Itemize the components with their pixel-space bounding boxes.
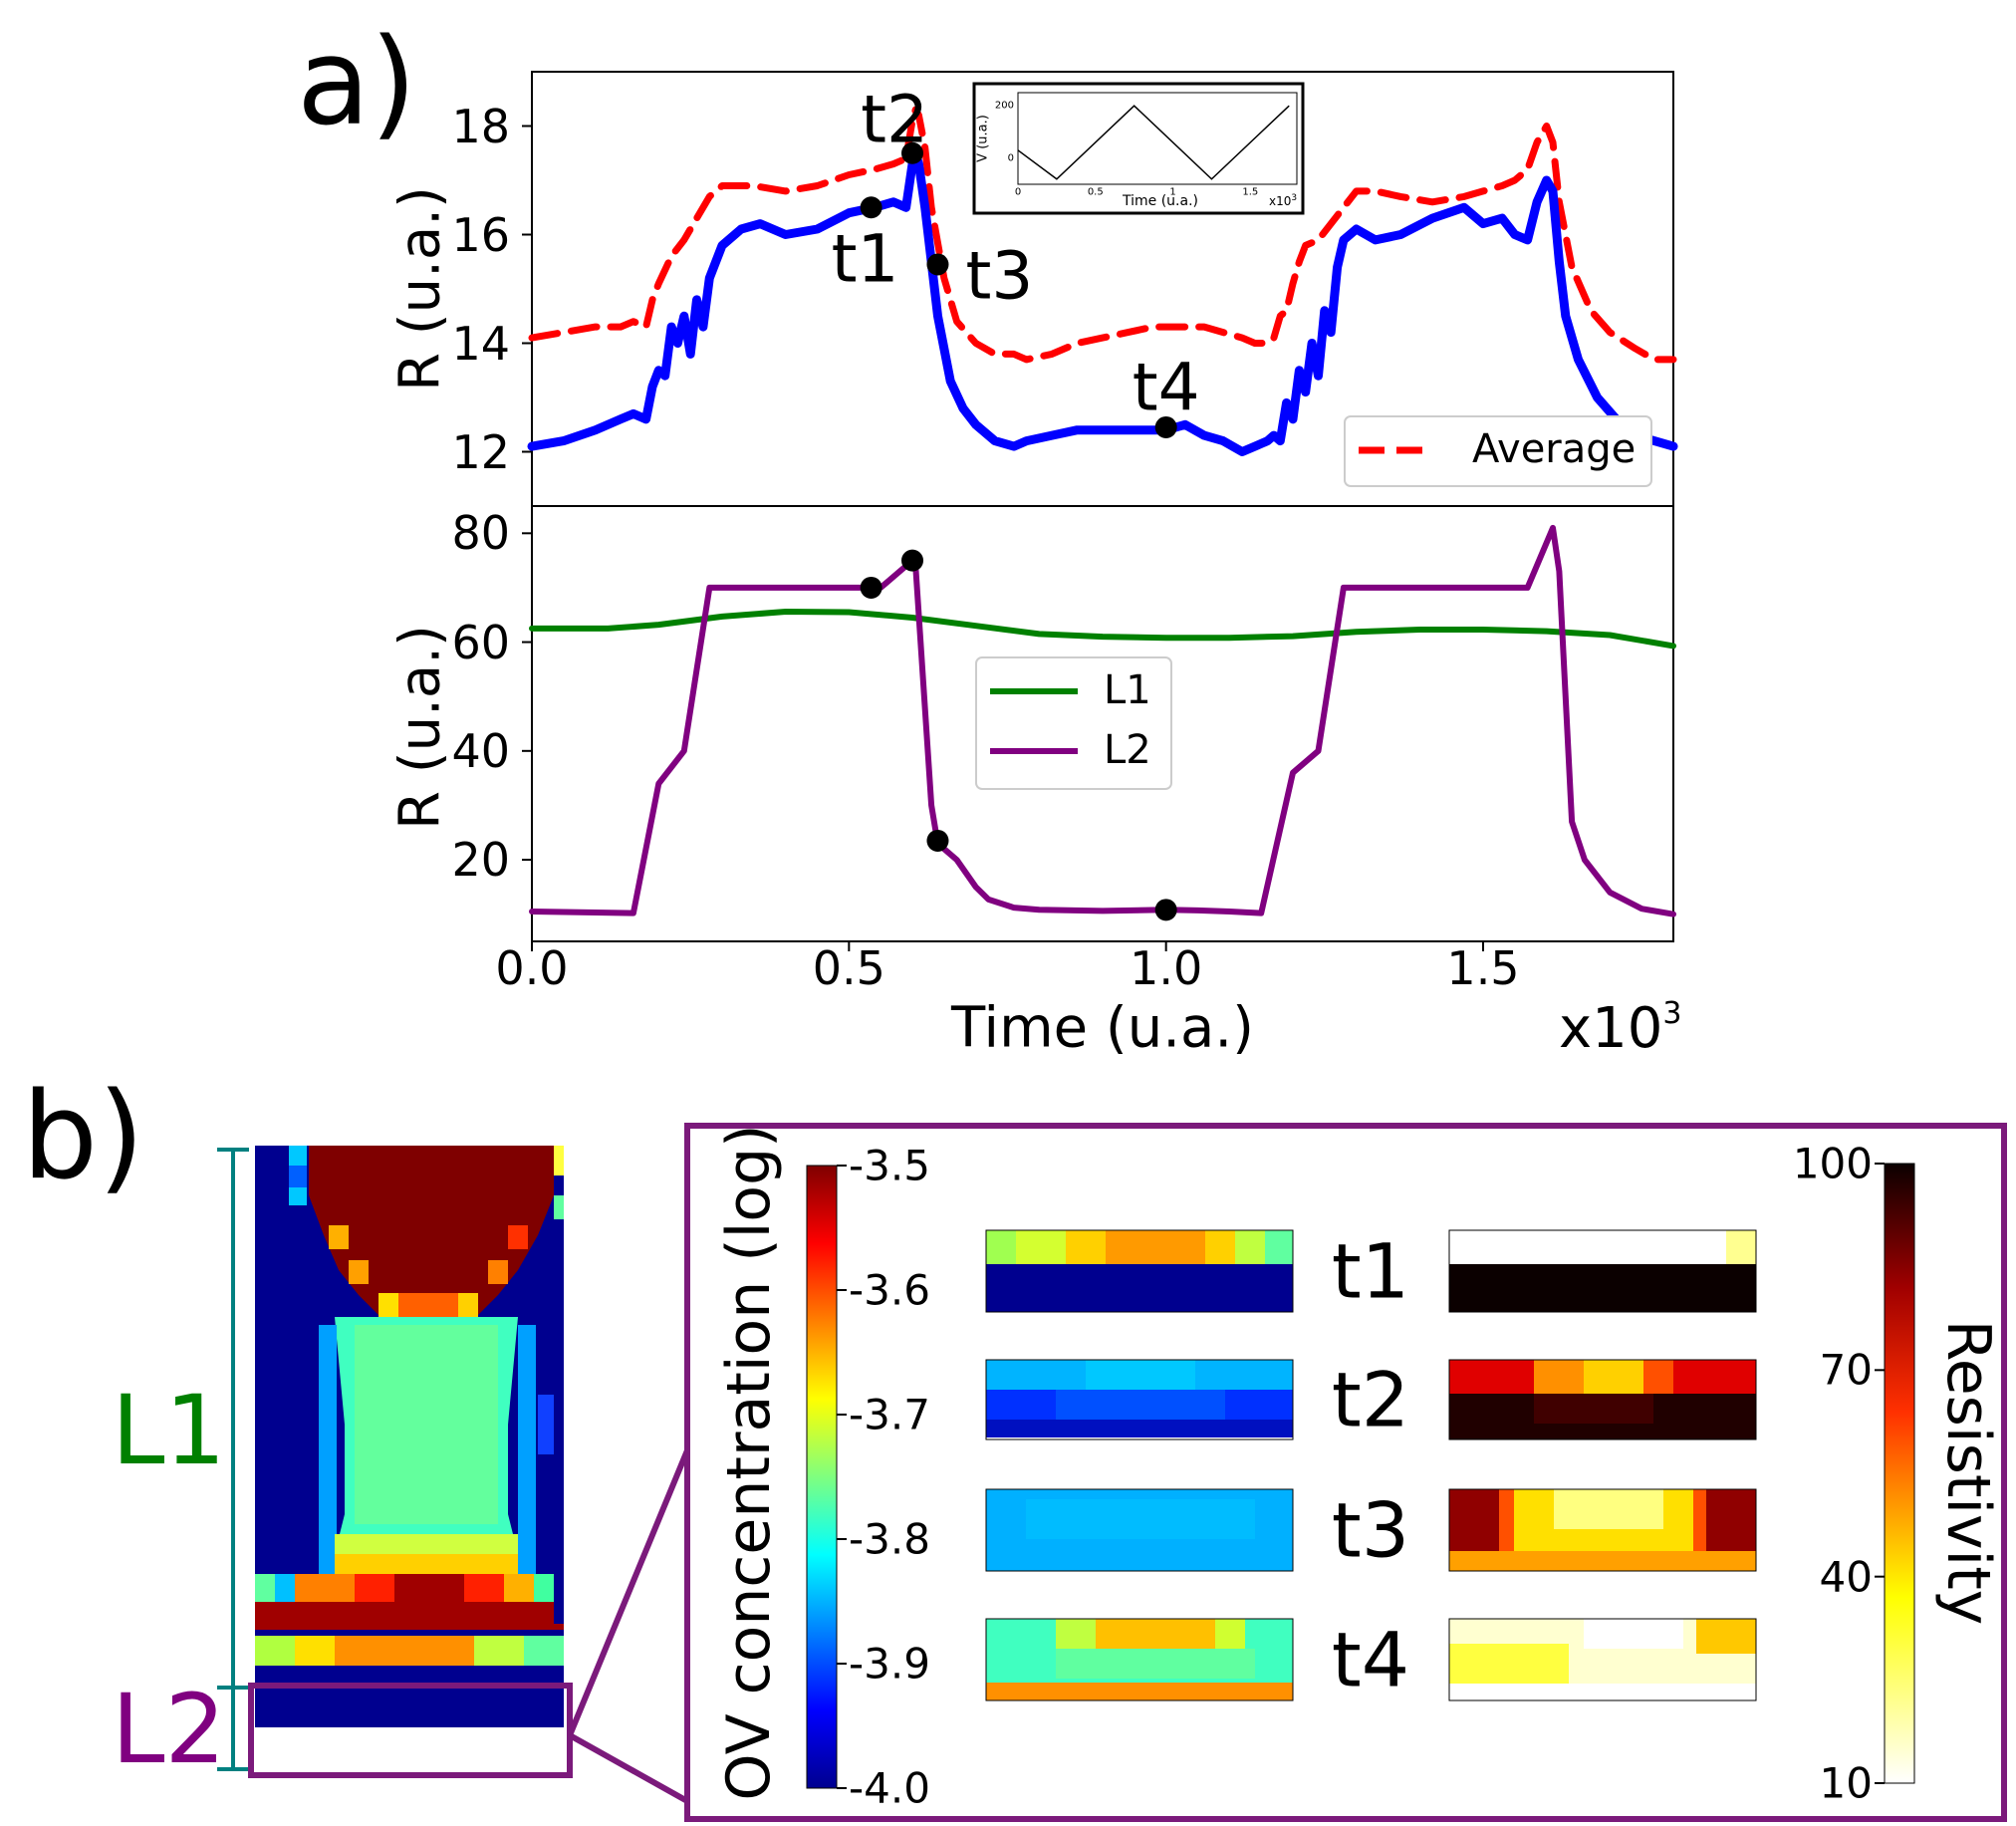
inset-xtick-label-3: 1.5	[1242, 186, 1259, 198]
bottom-x-ticks	[531, 941, 1484, 951]
res-snapshot-t3	[1448, 1488, 1757, 1572]
ov-cbar-tick-label-5: -4.0	[849, 1763, 930, 1813]
inset-ytick-label-1: 200	[994, 100, 1014, 112]
bottom-marker-t3	[926, 829, 949, 852]
top-legend	[1344, 415, 1652, 487]
panel-b-label: b)	[22, 1068, 144, 1206]
top-ytick-label-3: 18	[451, 99, 510, 153]
resistivity-colorbar	[1884, 1163, 1915, 1784]
bottom-ytick-label-3: 80	[451, 506, 510, 561]
inset-multiplier-exp: 3	[1291, 193, 1298, 203]
res-cbar-tick-label-1: 70	[1819, 1345, 1873, 1395]
top-markers	[860, 141, 1177, 438]
snapshot-label-t4: t4	[1331, 1615, 1410, 1704]
top-marker-t4	[1154, 415, 1177, 438]
legend-l1-label: L1	[1104, 667, 1151, 713]
bottom-marker-t4	[1154, 899, 1177, 921]
x-multiplier-base: x10	[1559, 996, 1663, 1061]
top-ylabel: R (u.a.)	[387, 186, 453, 391]
inset-xtick-label-1: 0.5	[1087, 186, 1104, 198]
bottom-legend	[975, 656, 1172, 790]
snapshot-label-t1: t1	[1331, 1226, 1410, 1316]
bottom-series	[529, 524, 1676, 917]
top-series-total	[527, 148, 1678, 456]
bottom-series-l1	[529, 609, 1676, 650]
top-y-ticks	[522, 125, 532, 453]
bottom-ytick-label-1: 40	[451, 723, 510, 778]
ov-snapshot-t4	[985, 1618, 1294, 1701]
bottom-series-l2	[529, 524, 1676, 917]
inset-multiplier: x103	[1269, 193, 1297, 208]
inset-xtick-label-2: 1	[1169, 186, 1176, 198]
ov-snapshot-t1	[985, 1229, 1294, 1313]
ov-colorbar	[806, 1165, 838, 1789]
inset-voltage-plot	[972, 82, 1305, 215]
top-marker-label-t3: t3	[965, 237, 1034, 315]
res-cbar-tick-label-2: 40	[1819, 1552, 1873, 1602]
device-heatmap	[255, 1146, 564, 1727]
inset-xlabel: Time (u.a.)	[1123, 193, 1198, 209]
res-snapshot-t2	[1448, 1359, 1757, 1440]
res-cbar-tick-label-0: 100	[1792, 1139, 1873, 1188]
resistivity-colorbar-label: Resistivity	[1933, 1319, 2003, 1626]
ov-cbar-tick-label-0: -3.5	[849, 1141, 930, 1190]
bottom-y-ticks	[522, 532, 532, 862]
top-marker-label-t4: t4	[1132, 349, 1200, 426]
bottom-xlabel: Time (u.a.)	[951, 995, 1254, 1061]
top-marker-label-t2: t2	[861, 81, 928, 158]
ov-snapshot-t2	[985, 1359, 1294, 1440]
inset-ytick-label-0: 0	[1007, 152, 1014, 164]
region-label-l2: L2	[112, 1674, 226, 1785]
bottom-xtick-label-1: 0.5	[812, 941, 885, 995]
inset-multiplier-base: x10	[1269, 194, 1292, 208]
ov-cbar-tick-label-2: -3.7	[849, 1390, 930, 1439]
inset-series-v	[1017, 105, 1290, 180]
snapshot-label-t2: t2	[1331, 1355, 1410, 1444]
top-marker-t3	[926, 253, 949, 276]
bottom-xtick-label-0: 0.0	[495, 941, 569, 995]
legend-l2-label: L2	[1104, 727, 1151, 773]
x-multiplier: x103	[1559, 996, 1682, 1061]
bottom-ytick-label-0: 20	[451, 833, 510, 888]
top-series-average	[528, 106, 1677, 364]
bottom-xtick-label-2: 1.0	[1130, 941, 1203, 995]
bottom-ytick-label-2: 60	[451, 615, 510, 669]
bottom-marker-t1	[860, 576, 882, 599]
top-series	[527, 106, 1678, 456]
top-ytick-label-1: 14	[451, 316, 510, 371]
region-label-l1: L1	[112, 1375, 226, 1486]
res-snapshot-t1	[1448, 1229, 1757, 1313]
bottom-markers	[860, 549, 1177, 921]
inset-ylabel: V (u.a.)	[975, 115, 991, 162]
bottom-xtick-label-3: 1.5	[1446, 941, 1520, 995]
ov-snapshot-t3	[985, 1488, 1294, 1572]
top-ytick-label-0: 12	[451, 424, 510, 479]
region-bracket	[217, 1148, 249, 1771]
bottom-ylabel: R (u.a.)	[387, 625, 453, 830]
bottom-marker-t2	[901, 549, 923, 572]
top-marker-t2	[901, 141, 923, 164]
legend-average-label: Average	[1472, 426, 1637, 472]
top-ytick-label-2: 16	[451, 207, 510, 262]
ov-cbar-tick-label-3: -3.8	[849, 1514, 930, 1564]
ov-cbar-tick-label-4: -3.9	[849, 1639, 930, 1689]
zoom-connector	[248, 1123, 2007, 1822]
res-cbar-tick-label-3: 10	[1819, 1758, 1873, 1808]
bottom-plot-area	[522, 505, 1676, 951]
panel-a-label: a)	[297, 14, 417, 152]
top-marker-t1	[860, 196, 882, 219]
ov-colorbar-label: OV concentration (log)	[714, 1124, 784, 1801]
res-snapshot-t4	[1448, 1618, 1757, 1701]
top-marker-label-t1: t1	[831, 220, 899, 298]
x-multiplier-exp: 3	[1662, 996, 1682, 1031]
snapshot-label-t3: t3	[1331, 1485, 1410, 1575]
inset-xtick-label-0: 0	[1014, 186, 1022, 198]
ov-cbar-tick-label-1: -3.6	[849, 1265, 930, 1315]
